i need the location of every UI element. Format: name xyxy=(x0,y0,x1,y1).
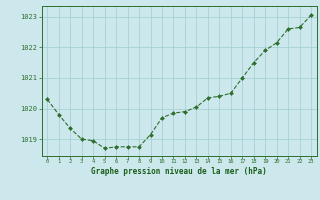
X-axis label: Graphe pression niveau de la mer (hPa): Graphe pression niveau de la mer (hPa) xyxy=(91,167,267,176)
